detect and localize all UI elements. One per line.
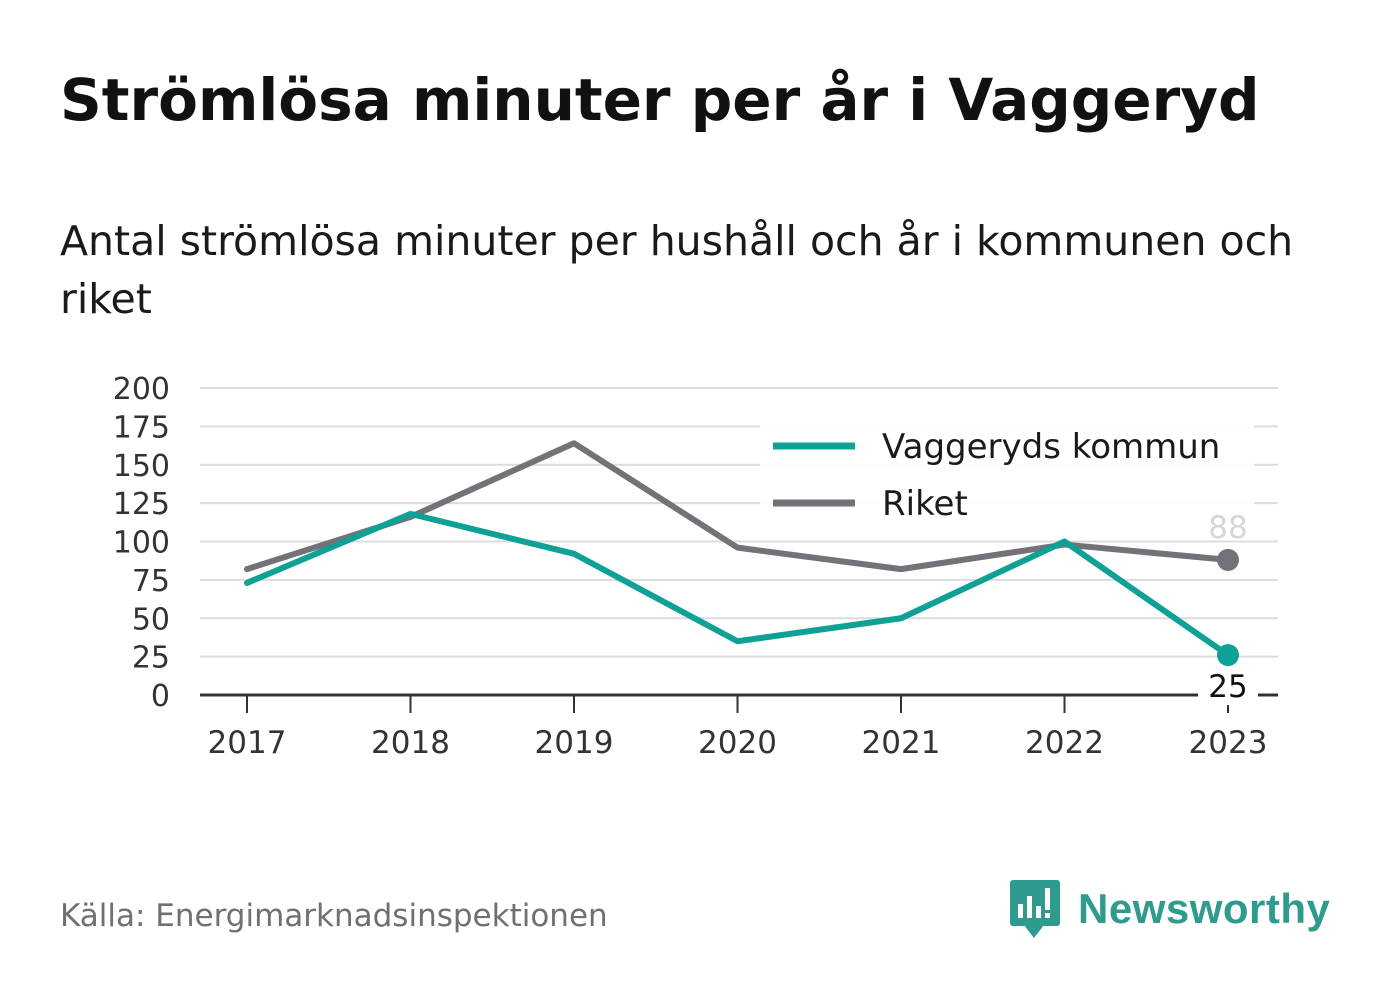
end-label-riket: 88: [1208, 510, 1247, 546]
end-labels: 25 88: [1198, 510, 1258, 706]
chart-subtitle: Antal strömlösa minuter per hushåll och …: [60, 217, 1294, 323]
series-lines: [244, 440, 1239, 667]
y-tick-label: 175: [113, 410, 170, 445]
end-label-vaggeryd: 25: [1208, 669, 1247, 705]
newsworthy-logo-icon: [1010, 880, 1060, 938]
x-tick-label: 2018: [371, 725, 450, 761]
end-point-marker: [1217, 548, 1239, 571]
y-tick-label: 125: [113, 487, 170, 522]
legend: Vaggeryds kommun Riket: [760, 420, 1254, 530]
legend-label: Vaggeryds kommun: [882, 427, 1220, 467]
y-tick-label: 50: [132, 602, 170, 637]
x-tick-label: 2023: [1189, 725, 1268, 761]
y-tick-label: 75: [132, 564, 170, 599]
x-tick-label: 2022: [1025, 725, 1104, 761]
x-tick-label: 2020: [698, 725, 777, 761]
series-line-vaggeryd: [244, 510, 1231, 659]
chart-title: Strömlösa minuter per år i Vaggeryd: [60, 66, 1260, 134]
end-point-marker: [1217, 644, 1239, 667]
y-tick-label: 200: [113, 372, 170, 407]
source-note: Källa: Energimarknadsinspektionen: [60, 898, 608, 934]
x-tick-label: 2021: [862, 725, 941, 761]
x-tick-label: 2017: [208, 725, 287, 761]
y-tick-label: 100: [113, 526, 170, 561]
brand-name: Newsworthy: [1078, 885, 1331, 932]
y-tick-label: 25: [132, 641, 170, 676]
legend-label: Riket: [882, 484, 968, 524]
end-label-background: [1198, 669, 1258, 706]
y-tick-label: 150: [113, 449, 170, 484]
brand-logo: Newsworthy: [1010, 878, 1330, 940]
legend-background: [760, 420, 1254, 530]
y-tick-label: 0: [151, 679, 170, 714]
x-tick-label: 2019: [535, 725, 614, 761]
